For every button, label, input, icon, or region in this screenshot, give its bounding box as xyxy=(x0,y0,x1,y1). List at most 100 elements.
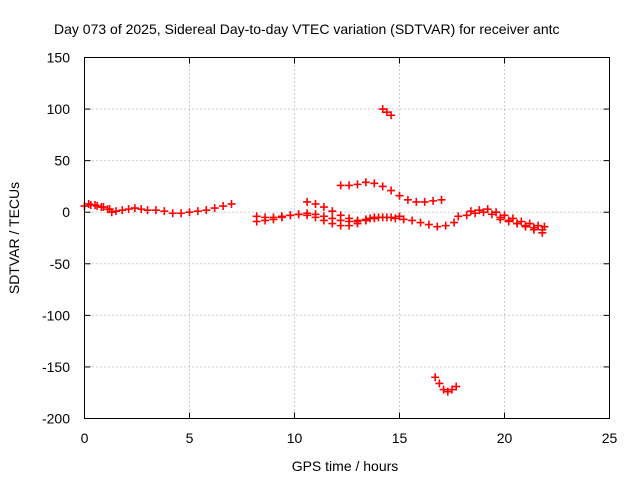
data-point-marker xyxy=(395,191,404,200)
plot-frame xyxy=(84,57,610,419)
data-point-marker xyxy=(504,217,513,226)
data-point-marker xyxy=(294,210,303,219)
data-point-marker xyxy=(412,197,421,206)
grid-lines xyxy=(84,57,610,419)
data-point-marker xyxy=(97,203,106,212)
data-point-marker xyxy=(435,379,444,388)
series-arc13 xyxy=(496,215,547,237)
data-point-marker xyxy=(513,219,522,228)
data-point-marker xyxy=(517,217,526,226)
data-point-marker xyxy=(84,199,93,208)
data-point-marker xyxy=(534,221,543,230)
data-point-marker xyxy=(454,212,463,221)
data-point-marker xyxy=(387,186,396,195)
data-point-marker xyxy=(382,213,391,222)
data-point-marker xyxy=(471,209,480,218)
series-arc9 xyxy=(378,105,396,120)
data-point-marker xyxy=(424,220,433,229)
data-point-marker xyxy=(433,222,442,231)
data-point-marker xyxy=(336,181,345,190)
data-point-marker xyxy=(366,214,375,223)
data-point-marker xyxy=(311,210,320,219)
series-arc7 xyxy=(336,178,446,206)
data-point-marker xyxy=(252,217,261,226)
data-point-marker xyxy=(387,111,396,120)
data-point-marker xyxy=(462,211,471,220)
y-tick-label: 50 xyxy=(54,153,70,169)
data-point-marker xyxy=(210,204,219,213)
data-point-marker xyxy=(452,382,461,391)
y-tick-label: -50 xyxy=(50,256,70,272)
chart-title: Day 073 of 2025, Sidereal Day-to-day VTE… xyxy=(54,21,560,37)
y-tick-label: 150 xyxy=(47,50,71,66)
data-point-marker xyxy=(395,212,404,221)
x-tick-label: 10 xyxy=(287,430,303,446)
x-tick-label: 0 xyxy=(81,430,89,446)
data-point-marker xyxy=(177,209,186,218)
data-point-marker xyxy=(353,216,362,225)
data-point-marker xyxy=(378,105,387,114)
data-point-marker xyxy=(525,219,534,228)
data-point-marker xyxy=(492,208,501,217)
series-arc12 xyxy=(466,205,549,231)
data-point-marker xyxy=(143,206,152,215)
data-point-marker xyxy=(219,202,228,211)
data-point-marker xyxy=(416,218,425,227)
data-point-marker xyxy=(160,207,169,216)
y-tick-label: 100 xyxy=(47,101,71,117)
data-point-marker xyxy=(448,385,456,394)
data-point-marker xyxy=(277,213,286,222)
data-point-marker xyxy=(319,212,328,221)
data-point-marker xyxy=(345,214,354,223)
series-arc10 xyxy=(431,373,461,396)
data-point-marker xyxy=(483,205,492,214)
data-point-marker xyxy=(391,214,400,223)
data-point-marker xyxy=(429,196,438,205)
data-point-marker xyxy=(91,200,99,209)
data-point-marker xyxy=(202,206,211,215)
data-point-marker xyxy=(437,195,446,204)
data-point-marker xyxy=(345,181,354,190)
data-point-marker xyxy=(353,180,362,189)
data-point-marker xyxy=(374,213,383,222)
y-tick-label: -200 xyxy=(42,411,70,427)
series-arc5 xyxy=(252,209,362,226)
data-point-marker xyxy=(311,199,320,208)
x-tick-label: 15 xyxy=(392,430,408,446)
data-point-marker xyxy=(328,207,337,216)
data-point-marker xyxy=(303,197,312,206)
data-point-marker xyxy=(439,385,448,394)
series-arc3 xyxy=(151,199,236,218)
data-points xyxy=(80,105,549,396)
data-point-marker xyxy=(466,207,475,216)
series-arc6 xyxy=(303,197,404,225)
x-tick-labels: 0 5 10 15 20 25 xyxy=(81,430,618,446)
data-point-marker xyxy=(500,211,509,220)
x-axis-label: GPS time / hours xyxy=(292,458,399,474)
data-point-marker xyxy=(107,208,116,217)
data-point-marker xyxy=(487,210,496,219)
y-tick-label: -100 xyxy=(42,307,70,323)
data-point-marker xyxy=(118,206,127,215)
data-point-marker xyxy=(538,228,547,237)
data-point-marker xyxy=(328,214,337,223)
data-point-marker xyxy=(269,215,278,224)
data-point-marker xyxy=(521,222,530,231)
data-point-marker xyxy=(441,221,450,230)
data-point-marker xyxy=(399,215,408,224)
series-arc8 xyxy=(366,213,459,231)
data-point-marker xyxy=(540,222,549,231)
data-point-marker xyxy=(151,206,160,215)
data-point-marker xyxy=(185,208,194,217)
series-arc1 xyxy=(80,200,152,216)
data-point-marker xyxy=(261,216,270,225)
data-point-marker xyxy=(286,211,295,220)
data-point-marker xyxy=(227,199,236,208)
data-point-marker xyxy=(124,205,133,214)
data-point-marker xyxy=(303,209,312,218)
data-point-marker xyxy=(319,203,328,212)
data-point-marker xyxy=(496,215,505,224)
series-arc2 xyxy=(84,199,116,217)
x-tick-label: 20 xyxy=(497,430,513,446)
